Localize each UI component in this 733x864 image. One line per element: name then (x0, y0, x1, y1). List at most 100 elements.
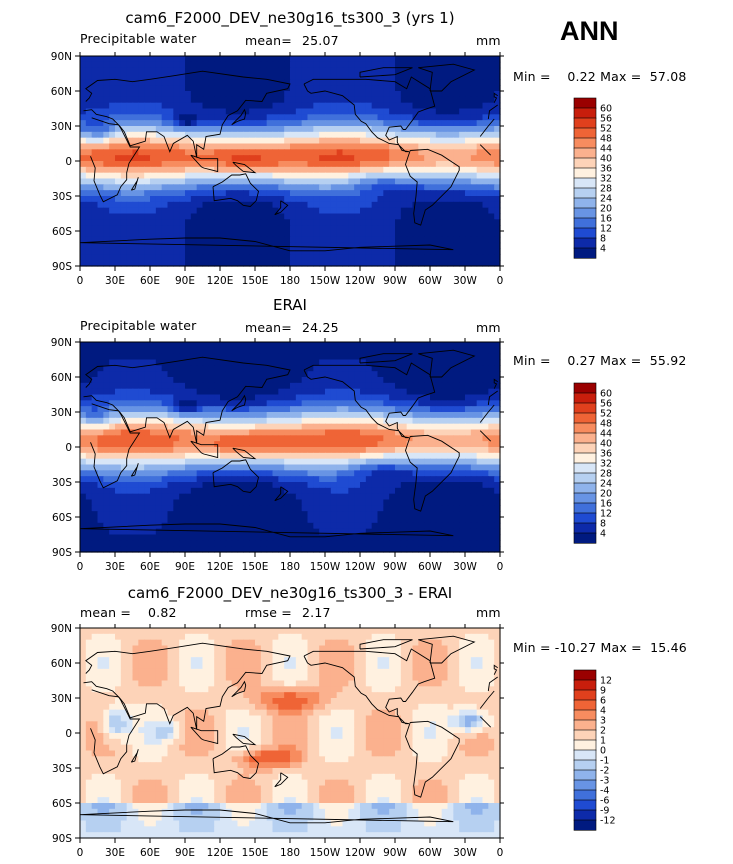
field-cell (319, 236, 326, 244)
field-cell (383, 254, 390, 261)
field-cell (412, 347, 419, 355)
field-cell (103, 452, 110, 460)
field-cell (482, 143, 489, 150)
field-cell (400, 394, 408, 401)
field-cell (161, 493, 169, 501)
field-cell (447, 73, 454, 80)
field-cell (231, 482, 239, 489)
field-cell (435, 464, 443, 471)
field-cell (336, 225, 344, 232)
field-cell (395, 91, 402, 98)
field-cell (424, 417, 431, 425)
field-cell (109, 260, 116, 267)
field-cell (103, 172, 110, 180)
field-cell (424, 61, 431, 69)
field-cell (97, 61, 104, 69)
field-cell (383, 400, 390, 407)
field-cell (354, 219, 361, 226)
field-cell (290, 56, 297, 63)
field-cell (383, 178, 390, 185)
field-cell (482, 353, 489, 361)
field-cell (115, 522, 122, 530)
field-cell (91, 149, 99, 156)
field-cell (185, 178, 192, 185)
field-cell (319, 190, 326, 197)
field-cell (488, 499, 495, 506)
field-cell (115, 231, 122, 238)
field-cell (272, 56, 279, 63)
field-cell (214, 91, 221, 98)
field-cell (255, 67, 262, 75)
field-cell (214, 377, 221, 384)
field-cell (348, 254, 355, 261)
field-cell (126, 476, 134, 483)
field-cell (465, 452, 472, 460)
field-cell (196, 423, 204, 431)
field-cell (85, 487, 93, 495)
field-cell (325, 511, 332, 518)
field-cell (161, 382, 169, 390)
field-cell (465, 108, 472, 115)
field-cell (307, 476, 314, 483)
field-cell (208, 120, 215, 127)
field-cell (109, 482, 116, 489)
field-cell (488, 412, 495, 419)
field-cell (342, 452, 349, 460)
field-cell (278, 452, 285, 460)
field-cell (237, 406, 244, 413)
field-cell (418, 242, 425, 250)
field-cell (260, 406, 268, 413)
field-cell (85, 137, 93, 145)
field-cell (126, 190, 134, 197)
field-cell (249, 91, 256, 98)
field-cell (301, 190, 309, 197)
field-cell (465, 120, 472, 127)
field-cell (237, 190, 244, 197)
field-cell (424, 464, 431, 471)
field-cell (377, 161, 384, 168)
field-cell (190, 126, 198, 133)
field-cell (406, 342, 414, 349)
field-cell (173, 207, 180, 215)
field-cell (255, 382, 262, 390)
field-cell (424, 91, 431, 98)
field-cell (383, 155, 390, 162)
field-cell (435, 406, 443, 413)
field-cell (103, 114, 110, 121)
field-cell (179, 347, 186, 355)
field-cell (313, 166, 320, 174)
field-cell (290, 441, 297, 448)
field-cell (231, 382, 239, 390)
field-cell (301, 412, 309, 419)
field-cell (290, 458, 297, 466)
field-cell (97, 184, 104, 191)
field-cell (190, 522, 198, 530)
field-cell (202, 85, 209, 92)
field-cell (290, 470, 297, 477)
field-cell (225, 254, 233, 261)
field-cell (295, 505, 303, 512)
field-cell (424, 131, 431, 139)
field-cell (354, 166, 361, 174)
field-cell (406, 476, 414, 483)
field-cell (202, 219, 209, 226)
field-cell (225, 96, 233, 104)
field-cell (278, 61, 285, 69)
field-cell (185, 377, 192, 384)
field-cell (155, 476, 163, 483)
field-cell (80, 435, 87, 442)
field-cell (307, 359, 314, 366)
field-cell (435, 505, 443, 512)
field-cell (307, 172, 314, 180)
field-cell (132, 79, 139, 86)
field-cell (272, 476, 279, 483)
field-cell (307, 96, 314, 104)
field-cell (103, 213, 110, 220)
field-cell (330, 417, 338, 425)
field-cell (237, 67, 244, 75)
field-cell (336, 143, 344, 150)
field-cell (319, 143, 326, 150)
field-cell (185, 458, 192, 466)
field-cell (132, 476, 139, 483)
field-cell (430, 236, 437, 244)
